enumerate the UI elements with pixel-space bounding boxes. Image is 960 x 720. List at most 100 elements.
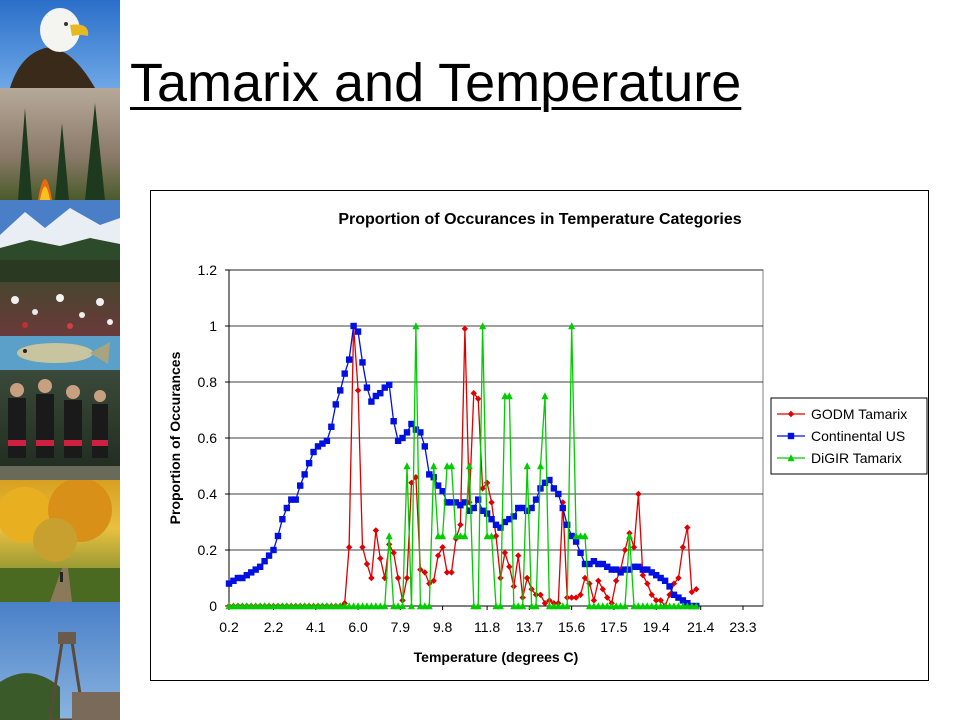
data-point bbox=[519, 602, 527, 610]
data-point bbox=[621, 566, 629, 573]
data-point bbox=[443, 569, 451, 576]
data-point bbox=[546, 476, 553, 484]
data-point bbox=[648, 602, 656, 610]
y-axis: 0 0.2 0.4 0.6 0.8 1 1.2 bbox=[198, 262, 230, 614]
data-point bbox=[621, 546, 629, 554]
data-point bbox=[408, 420, 415, 428]
data-point bbox=[617, 569, 624, 576]
data-point bbox=[229, 602, 237, 610]
data-point bbox=[470, 504, 477, 512]
x-tick-label: 9.8 bbox=[433, 619, 453, 635]
data-point bbox=[243, 602, 251, 610]
data-point bbox=[443, 462, 451, 470]
data-point bbox=[787, 410, 795, 418]
data-point bbox=[683, 602, 691, 610]
data-point bbox=[604, 563, 611, 570]
data-point bbox=[572, 532, 580, 540]
data-point bbox=[787, 432, 795, 440]
data-point bbox=[403, 574, 411, 582]
data-point bbox=[515, 504, 522, 512]
data-point bbox=[666, 602, 674, 610]
data-point bbox=[577, 591, 584, 598]
data-point bbox=[577, 532, 585, 540]
data-point bbox=[657, 602, 665, 610]
data-point bbox=[670, 602, 678, 610]
series-digir-tamarix bbox=[225, 322, 700, 610]
data-point bbox=[359, 602, 366, 610]
data-point bbox=[350, 602, 358, 610]
data-point bbox=[270, 546, 277, 554]
data-point bbox=[639, 602, 647, 610]
data-point bbox=[367, 602, 375, 610]
data-point bbox=[590, 597, 598, 604]
data-point bbox=[550, 485, 558, 492]
data-point bbox=[376, 602, 384, 610]
y-tick-label: 0.6 bbox=[198, 430, 218, 446]
data-point bbox=[568, 322, 576, 330]
data-point bbox=[341, 370, 348, 377]
data-point bbox=[456, 532, 464, 540]
data-point bbox=[688, 588, 695, 596]
data-point bbox=[679, 544, 687, 551]
data-point bbox=[568, 594, 575, 601]
data-point bbox=[523, 574, 531, 582]
data-point bbox=[394, 602, 402, 610]
data-point bbox=[653, 572, 660, 579]
data-point bbox=[363, 384, 371, 391]
data-point bbox=[297, 482, 304, 489]
data-point bbox=[261, 602, 269, 610]
data-point bbox=[541, 600, 549, 607]
legend-label: GODM Tamarix bbox=[811, 406, 907, 422]
data-point bbox=[430, 462, 438, 470]
data-point bbox=[328, 423, 335, 430]
data-point bbox=[621, 602, 629, 610]
x-tick-label: 19.4 bbox=[643, 619, 670, 635]
data-point bbox=[586, 560, 593, 568]
data-point bbox=[434, 552, 442, 559]
data-point bbox=[581, 532, 589, 540]
data-point bbox=[559, 504, 566, 512]
data-point bbox=[421, 569, 428, 576]
data-point bbox=[377, 390, 384, 397]
data-point bbox=[363, 602, 371, 610]
legend-item: DiGIR Tamarix bbox=[777, 450, 902, 466]
data-point bbox=[448, 569, 455, 576]
data-point bbox=[327, 602, 335, 610]
data-point bbox=[452, 499, 460, 506]
data-point bbox=[626, 532, 633, 540]
data-point bbox=[545, 602, 553, 610]
data-point bbox=[416, 602, 424, 610]
data-point bbox=[648, 591, 655, 598]
data-point bbox=[577, 549, 584, 556]
data-point bbox=[248, 569, 255, 576]
data-point bbox=[332, 602, 340, 610]
data-point bbox=[337, 387, 344, 394]
data-point bbox=[350, 322, 357, 330]
data-point bbox=[506, 563, 513, 570]
trout-fish-photo bbox=[0, 336, 120, 370]
data-point bbox=[278, 602, 286, 610]
data-point bbox=[345, 602, 353, 610]
data-point bbox=[461, 532, 469, 540]
data-point bbox=[675, 574, 682, 582]
data-point bbox=[639, 566, 647, 573]
data-point bbox=[261, 558, 268, 565]
data-point bbox=[630, 563, 638, 570]
data-point bbox=[684, 524, 691, 531]
data-point bbox=[354, 387, 362, 394]
data-point bbox=[612, 602, 620, 610]
x-axis-label: Temperature (degrees C) bbox=[414, 649, 579, 665]
data-point bbox=[417, 429, 424, 436]
data-point bbox=[274, 602, 282, 610]
data-point bbox=[443, 499, 451, 506]
data-point bbox=[537, 485, 544, 492]
data-point bbox=[679, 602, 687, 610]
y-tick-label: 1.2 bbox=[198, 262, 218, 278]
data-point bbox=[541, 479, 549, 486]
data-point bbox=[550, 602, 558, 610]
x-tick-label: 21.4 bbox=[687, 619, 714, 635]
data-point bbox=[465, 462, 473, 470]
data-point bbox=[425, 602, 433, 610]
data-point bbox=[559, 602, 567, 610]
data-point bbox=[510, 602, 518, 610]
